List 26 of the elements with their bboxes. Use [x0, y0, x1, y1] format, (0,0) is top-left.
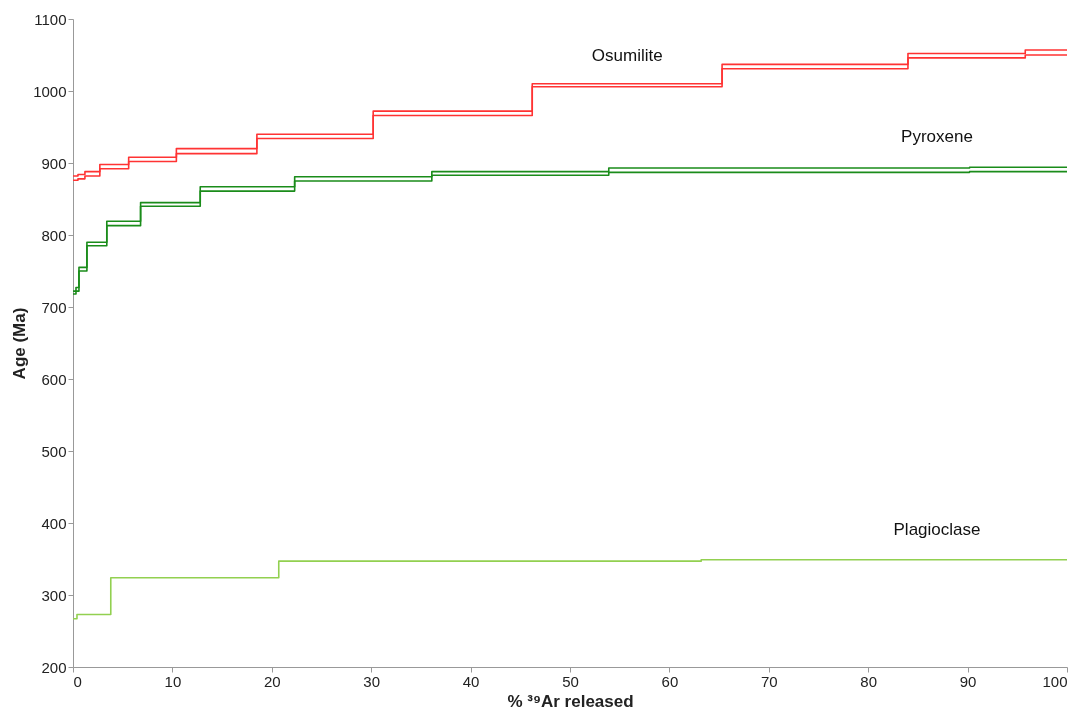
x-tick-label: 90: [959, 672, 977, 690]
y-axis-title: Age (Ma): [10, 307, 30, 380]
x-tick-label: 60: [661, 672, 679, 690]
x-tick-label: 70: [760, 672, 778, 690]
x-tick-label: 30: [363, 672, 381, 690]
y-tick-label: 500: [41, 442, 67, 460]
x-tick-label: 10: [164, 672, 182, 690]
series-label: Osumilite: [591, 45, 663, 65]
series-label: Plagioclase: [893, 519, 981, 539]
x-tick-label: 80: [860, 672, 878, 690]
y-tick-label: 400: [41, 514, 67, 532]
x-tick-label: 40: [462, 672, 480, 690]
y-tick-label: 600: [41, 370, 67, 388]
y-tick-label: 1000: [33, 82, 67, 100]
series-label: Pyroxene: [901, 127, 973, 147]
y-tick-label: 1100: [34, 10, 67, 28]
y-tick-label: 700: [41, 298, 67, 316]
x-tick-label: 20: [263, 672, 281, 690]
x-tick-label: 0: [73, 672, 82, 690]
x-tick-label: 50: [562, 672, 579, 690]
y-tick-label: 900: [41, 154, 67, 172]
y-tick-label: 300: [41, 586, 67, 604]
x-axis-title: % ³⁹Ar released: [507, 691, 634, 711]
y-tick-label: 800: [41, 226, 67, 244]
y-tick-label: 200: [41, 658, 67, 676]
x-tick-label: 100: [1042, 672, 1068, 690]
